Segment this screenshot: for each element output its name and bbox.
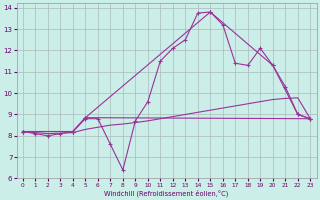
- X-axis label: Windchill (Refroidissement éolien,°C): Windchill (Refroidissement éolien,°C): [104, 189, 229, 197]
